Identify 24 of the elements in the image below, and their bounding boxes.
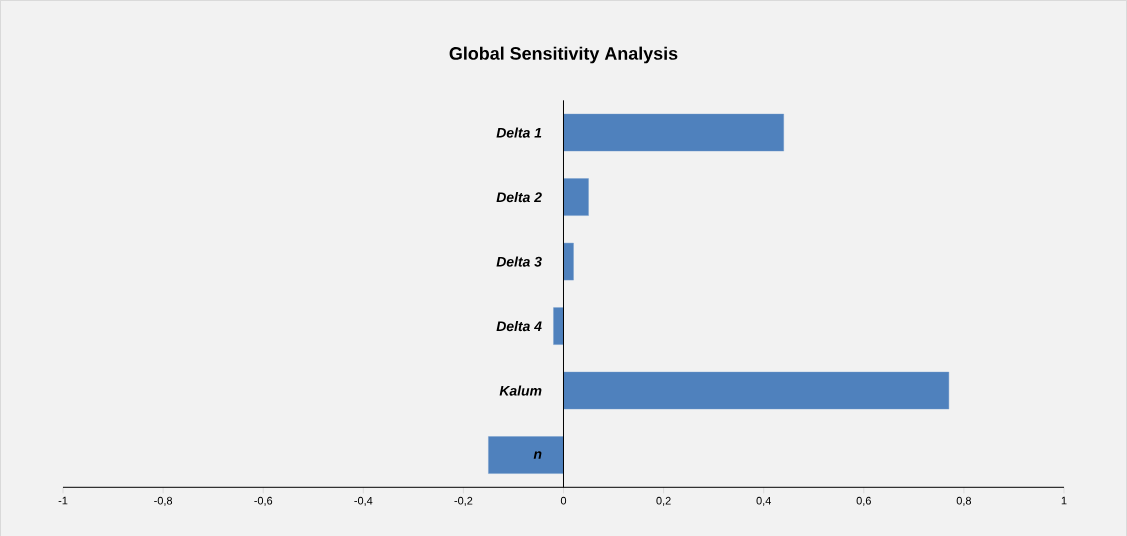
- y-tick-label: Delta 1: [496, 127, 542, 138]
- x-tick-label: 0,8: [956, 496, 972, 506]
- chart-title: Global Sensitivity Analysis: [449, 46, 678, 64]
- x-tick-label: -0,6: [254, 496, 273, 506]
- x-tick-label: -0,8: [154, 496, 173, 506]
- bar: [563, 242, 574, 281]
- x-tick-label: -1: [58, 496, 68, 505]
- x-tick-label: -0,4: [354, 496, 373, 506]
- y-tick-label: n: [533, 451, 542, 459]
- bar: [563, 178, 589, 216]
- y-tick-label: Delta 4: [496, 320, 542, 332]
- x-tick-label: -0,2: [454, 496, 473, 506]
- x-tick-label: 1: [1061, 496, 1067, 505]
- y-tick-label: Delta 3: [496, 256, 542, 267]
- x-tick-label: 0,4: [756, 496, 771, 506]
- x-tick-label: 0,6: [856, 496, 871, 506]
- bar: [553, 307, 564, 345]
- x-tick-label: 0,2: [656, 496, 671, 506]
- y-tick-label: Kalum: [499, 385, 542, 396]
- bar: [563, 371, 950, 410]
- bar: [488, 436, 564, 474]
- x-tick-label: 0: [560, 496, 567, 505]
- y-tick-label: Delta 2: [496, 191, 542, 203]
- bar: [563, 113, 784, 152]
